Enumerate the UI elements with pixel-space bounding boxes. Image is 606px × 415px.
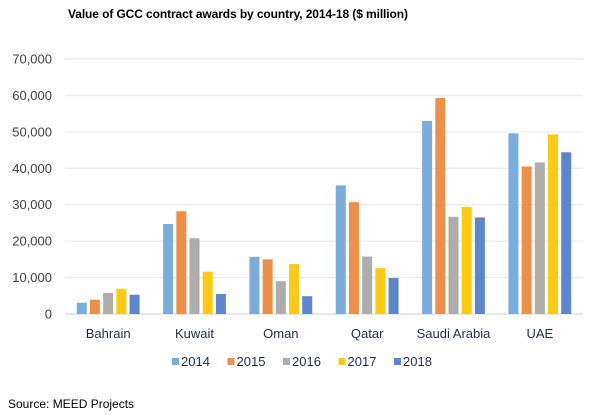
x-tick-label: Bahrain bbox=[86, 326, 131, 341]
bar-2017-bahrain bbox=[116, 288, 127, 314]
bar-2018-bahrain bbox=[129, 294, 140, 314]
bar-2017-qatar bbox=[375, 268, 386, 314]
y-tick-label: 30,000 bbox=[12, 197, 52, 212]
bar-2014-oman bbox=[249, 256, 260, 314]
bar-2014-kuwait bbox=[163, 224, 174, 314]
legend-label-2017: 2017 bbox=[348, 354, 377, 369]
x-tick-label: Kuwait bbox=[175, 326, 214, 341]
y-axis-ticks: 0 10,000 20,000 30,000 40,000 50,000 60,000 70,… bbox=[12, 52, 52, 322]
bars bbox=[76, 97, 572, 314]
y-tick-label: 60,000 bbox=[12, 88, 52, 103]
bar-2014-bahrain bbox=[76, 302, 87, 314]
bar-2015-oman bbox=[262, 259, 273, 314]
x-tick-label: Qatar bbox=[351, 326, 384, 341]
bar-2015-kuwait bbox=[176, 211, 187, 314]
bar-2015-uae bbox=[521, 166, 532, 314]
bar-2015-bahrain bbox=[89, 299, 100, 314]
bar-2016-saudi-arabia bbox=[448, 216, 459, 314]
x-tick-label: Oman bbox=[263, 326, 298, 341]
bar-2016-bahrain bbox=[103, 292, 114, 314]
gridlines bbox=[65, 58, 583, 315]
legend-label-2018: 2018 bbox=[403, 354, 432, 369]
legend-swatch-2017 bbox=[338, 358, 346, 365]
bar-2014-uae bbox=[508, 133, 519, 314]
x-tick-label: UAE bbox=[526, 326, 553, 341]
y-tick-label: 0 bbox=[45, 307, 52, 322]
bar-2014-qatar bbox=[335, 185, 346, 314]
legend-swatch-2015 bbox=[227, 358, 235, 365]
legend-swatch-2018 bbox=[394, 358, 401, 365]
bar-2018-oman bbox=[302, 296, 313, 314]
legend-swatch-2016 bbox=[283, 358, 290, 365]
chart-title: Value of GCC contract awards by country,… bbox=[68, 7, 408, 21]
source-note: Source: MEED Projects bbox=[8, 397, 135, 411]
y-tick-label: 70,000 bbox=[12, 52, 52, 67]
bar-2016-qatar bbox=[362, 256, 373, 314]
bar-2018-saudi-arabia bbox=[474, 217, 485, 314]
bar-2018-qatar bbox=[388, 277, 399, 314]
x-axis-labels: Bahrain Kuwait Oman Qatar Saudi Arabia UAE bbox=[86, 326, 554, 341]
bar-2017-kuwait bbox=[202, 271, 213, 314]
bar-2017-uae bbox=[548, 134, 559, 314]
bar-2015-saudi-arabia bbox=[435, 97, 446, 314]
bar-2018-kuwait bbox=[215, 293, 226, 314]
bar-2014-saudi-arabia bbox=[422, 120, 433, 314]
y-tick-label: 50,000 bbox=[12, 124, 52, 139]
x-tick-label: Saudi Arabia bbox=[417, 326, 491, 341]
y-tick-label: 10,000 bbox=[12, 270, 52, 285]
legend-swatch-2014 bbox=[172, 358, 179, 365]
bar-2016-uae bbox=[534, 162, 545, 314]
y-tick-label: 40,000 bbox=[12, 161, 52, 176]
bar-2017-saudi-arabia bbox=[461, 206, 472, 314]
legend: 2014 2015 2016 2017 2018 bbox=[172, 354, 432, 369]
legend-label-2015: 2015 bbox=[237, 354, 266, 369]
bar-2018-uae bbox=[561, 152, 572, 314]
bar-2015-qatar bbox=[348, 202, 359, 314]
legend-label-2016: 2016 bbox=[292, 354, 321, 369]
y-tick-label: 20,000 bbox=[12, 234, 52, 249]
legend-label-2014: 2014 bbox=[181, 354, 210, 369]
bar-2017-oman bbox=[289, 264, 300, 314]
bar-2016-kuwait bbox=[189, 238, 200, 314]
bar-2016-oman bbox=[275, 281, 286, 314]
